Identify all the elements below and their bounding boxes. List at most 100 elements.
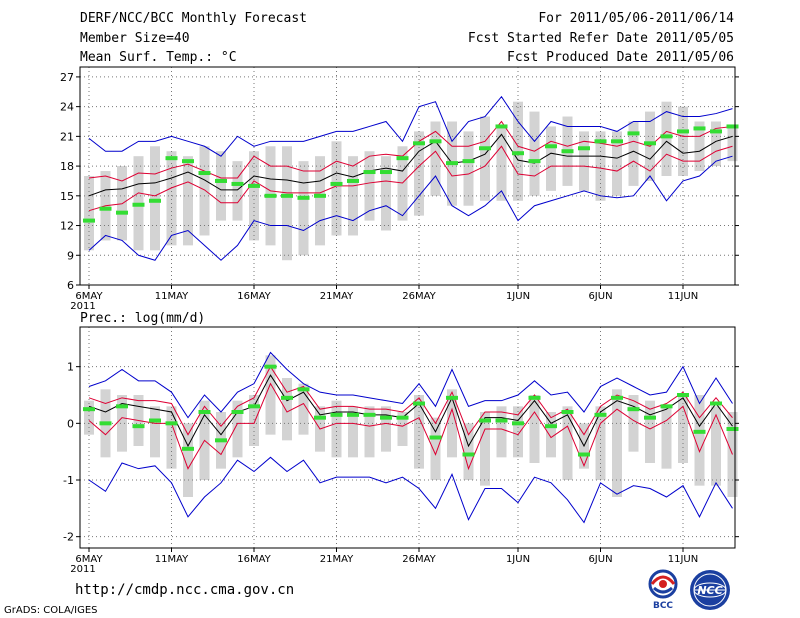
p1-ensemble-box [661,101,672,176]
p1-ensemble-box [463,131,474,206]
p2-ensemble-box [117,395,127,452]
p2-ensemble-box [166,406,177,469]
p1-x-tick-label: 1JUN [506,291,530,302]
p1-ensemble-box [315,156,325,246]
p1-ensemble-box [216,151,226,221]
p2-x-tick-label: 6JUN [588,554,612,565]
p1-median-mark [429,139,442,144]
p1-median-mark [83,218,95,223]
p2-median-mark [627,407,640,412]
p1-median-mark [627,131,640,136]
p2-median-mark [264,364,277,369]
p2-ensemble-box [562,406,573,480]
variable-label: Mean Surf. Temp.: °C [80,50,237,65]
p2-median-mark [446,395,458,400]
p1-ensemble-box [694,121,705,172]
p2-median-mark [495,418,508,423]
p2-median-mark [677,393,689,397]
p1-ensemble-box [678,106,688,176]
p2-median-mark [528,395,541,400]
p1-ensemble-box [331,141,342,236]
p2-median-mark [693,429,706,434]
p2-median-mark [594,412,607,417]
p2-median-mark [578,452,590,457]
p2-ensemble-box [645,400,655,463]
p2-median-mark [330,412,343,417]
p1-median-mark [314,193,326,198]
p1-median-mark [281,193,293,198]
p2-x-tick-label: 21MAY [320,554,354,565]
p1-plot-frame [79,66,736,286]
p2-ensemble-box [331,400,342,458]
source-url[interactable]: http://cmdp.ncc.cma.gov.cn [75,582,295,598]
p1-ensemble-box [166,151,177,246]
p1-median-mark [677,129,689,134]
p1-x-tick-label: 11MAY [155,291,189,302]
p1-ensemble-box [579,131,589,191]
p1-median-mark [198,171,211,176]
chart-title: DERF/NCC/BCC Monthly Forecast [80,11,307,26]
p1-ensemble-box [381,156,391,231]
p1-median-mark [561,149,574,154]
p1-median-mark [363,170,376,175]
p2-outer-high-line [88,351,733,419]
p2-median-mark [297,387,310,392]
p2-y-tick-label: -2 [63,531,74,544]
p1-y-tick-label: 9 [67,249,74,262]
ncc-logo-text: NCC [697,584,722,597]
p2-ensemble-box [84,400,94,435]
p1-median-mark [380,170,392,175]
p2-median-mark [182,446,194,451]
p2-median-mark [396,415,409,420]
p1-ensemble-box [727,126,738,162]
p1-median-mark [479,146,491,151]
ncc-logo: NCC [690,570,730,610]
member-size: Member Size=40 [80,31,190,46]
p2-inner-low-line [88,382,733,471]
p1-ensemble-box [150,146,160,251]
p2-median-mark [363,412,376,417]
p2-median-mark [380,415,392,420]
p1-ensemble-box [546,126,556,191]
p2-ensemble-box [430,417,441,480]
p1-ensemble-box [199,146,210,236]
p1-median-mark [594,139,607,144]
p2-x-tick-label: 6MAY [75,554,103,565]
p2-median-mark [429,435,442,440]
p1-inner-low-line [88,145,733,212]
p2-ensemble-box [282,378,292,441]
p1-mean-line [88,133,733,197]
p1-median-mark [132,202,145,207]
p1-median-mark [495,124,508,129]
p2-ensemble-box [348,406,358,458]
p2-x-tick-label: 11JUN [668,554,698,565]
p2-median-mark [660,404,673,409]
p2-median-mark [215,438,227,443]
p1-median-mark [149,198,161,203]
p1-median-mark [116,210,128,215]
p2-median-mark [644,415,656,420]
p1-y-tick-label: 12 [60,220,74,233]
p1-x-tick-label: 21MAY [320,291,354,302]
p2-median-mark [726,427,739,431]
p1-median-mark [693,126,706,131]
p1-y-tick-label: 24 [60,101,74,114]
p1-median-mark [578,146,590,151]
p2-ensemble-box [529,395,540,463]
p2-median-mark [99,421,112,426]
p2-plot-frame [79,326,736,549]
p2-y-tick-label: 1 [67,361,74,374]
p2-ensemble-box [183,423,193,497]
p2-ensemble-box [150,406,160,458]
p2-inner-high-line [88,365,733,436]
p1-median-mark [611,139,623,144]
p2-ensemble-box [364,406,375,458]
p2-median-mark [561,410,574,414]
p2-ensemble-box [678,395,688,463]
p2-median-mark [281,395,293,400]
p2-mean-line [88,374,733,448]
p2-ensemble-box [249,395,259,446]
p1-ensemble-box [84,176,94,251]
p2-ensemble-box [694,395,705,486]
